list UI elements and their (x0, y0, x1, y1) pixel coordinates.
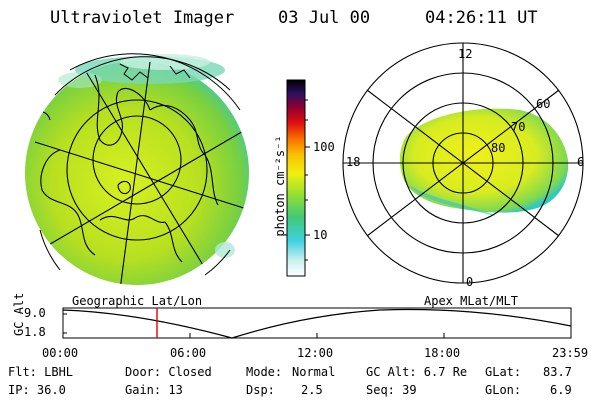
mlt-label-6: 6 (577, 155, 585, 169)
color-bar (286, 79, 310, 277)
glon-label: GLon: (485, 383, 522, 397)
altitude-curve (62, 308, 572, 339)
ip-info: IP: 36.0 (8, 383, 66, 397)
glat-label: GLat: (485, 365, 522, 379)
image-panels (25, 42, 584, 285)
mlat-label-80: 80 (491, 141, 506, 155)
door-info: Door: Closed (125, 365, 212, 379)
glon-value: 6.9 (550, 383, 572, 397)
colorbar-tick-10: 10 (313, 228, 328, 242)
altitude-min-label: 1.8 (24, 325, 46, 339)
dsp-label: Dsp: (246, 383, 275, 397)
mode-value: Normal (292, 365, 336, 379)
time-tick-0000: 00:00 (42, 346, 79, 360)
app-title: Ultraviolet Imager (50, 8, 235, 28)
glat-value: 83.7 (543, 365, 572, 379)
time-tick-1800: 18:00 (424, 346, 461, 360)
colorbar-unit-label: photon cm⁻²s⁻¹ (273, 135, 287, 237)
time-tick-2359: 23:59 (552, 346, 589, 360)
header-date: 03 Jul 00 (278, 8, 371, 28)
gc-alt-info: GC Alt: 6.7 Re (366, 365, 468, 379)
dsp-value: 2.5 (301, 383, 323, 397)
mlat-label-60: 60 (536, 97, 551, 111)
polar-mlt-plot (342, 42, 584, 284)
altitude-timeline[interactable] (0, 300, 600, 350)
header-time: 04:26:11 UT (425, 8, 538, 28)
right-panel-title: Apex MLat/MLT (424, 294, 518, 308)
mode-label: Mode: (246, 365, 283, 379)
time-tick-0600: 06:00 (170, 346, 207, 360)
gain-info: Gain: 13 (125, 383, 183, 397)
mlt-label-18: 18 (346, 155, 361, 169)
mlt-label-12: 12 (458, 47, 473, 61)
geographic-image (25, 53, 249, 285)
mlat-label-70: 70 (511, 120, 526, 134)
timeline-ticks (63, 313, 445, 338)
altitude-max-label: 9.0 (24, 306, 46, 320)
colorbar-tick-100: 100 (313, 140, 335, 154)
filter-info: Flt: LBHL (8, 365, 74, 379)
mlt-label-0: 0 (466, 275, 474, 289)
seq-info: Seq: 39 (366, 383, 417, 397)
time-tick-1200: 12:00 (297, 346, 334, 360)
left-panel-title: Geographic Lat/Lon (72, 294, 203, 308)
